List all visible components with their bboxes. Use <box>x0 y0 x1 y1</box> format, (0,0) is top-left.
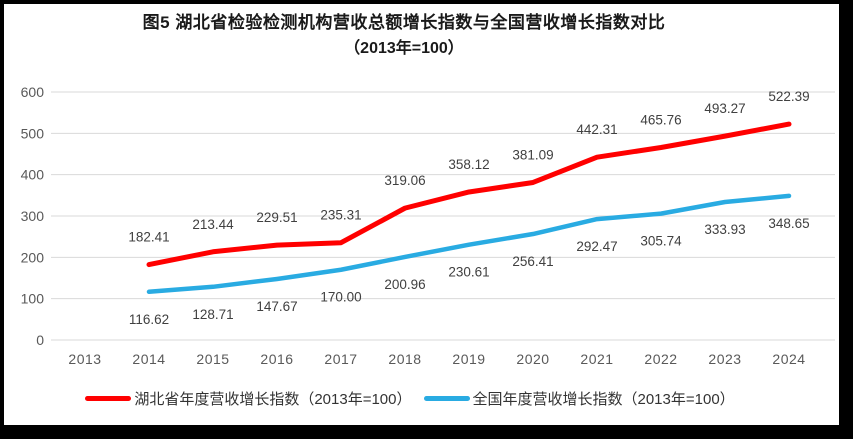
data-label-hubei: 442.31 <box>576 122 617 137</box>
chart-title-line2: （2013年=100） <box>344 40 464 57</box>
x-axis-tick-label: 2022 <box>644 351 677 367</box>
chart-title: 图5 湖北省检验检测机构营收总额增长指数与全国营收增长指数对比 （2013年=1… <box>4 10 804 62</box>
data-label-national: 128.71 <box>192 307 233 322</box>
data-label-hubei: 358.12 <box>448 157 489 172</box>
data-label-hubei: 465.76 <box>640 112 681 127</box>
data-label-national: 292.47 <box>576 239 617 254</box>
data-label-hubei: 319.06 <box>384 173 425 188</box>
data-label-national: 230.61 <box>448 265 489 280</box>
x-axis-tick-label: 2018 <box>388 351 421 367</box>
legend-item-hubei: 湖北省年度营收增长指数（2013年=100） <box>85 388 412 409</box>
x-axis-tick-label: 2015 <box>196 351 229 367</box>
x-axis-tick-label: 2020 <box>516 351 549 367</box>
data-label-national: 170.00 <box>320 290 361 305</box>
y-axis-tick-label: 200 <box>21 249 45 265</box>
x-axis-tick-label: 2024 <box>772 351 805 367</box>
chart-legend: 湖北省年度营收增长指数（2013年=100） 全国年度营收增长指数（2013年=… <box>4 388 816 409</box>
legend-item-national: 全国年度营收增长指数（2013年=100） <box>423 388 735 409</box>
chart-title-line1: 图5 湖北省检验检测机构营收总额增长指数与全国营收增长指数对比 <box>142 13 666 32</box>
x-axis-tick-label: 2021 <box>580 351 613 367</box>
y-axis-tick-label: 600 <box>21 84 45 100</box>
line-chart-plot: 0 100 200 300 400 500 600 2013 2014 2015 2016 2017 2… <box>21 84 835 367</box>
data-label-hubei: 522.39 <box>768 89 809 104</box>
data-label-hubei: 229.51 <box>256 210 297 225</box>
data-label-hubei: 381.09 <box>512 147 553 162</box>
x-axis-tick-label: 2023 <box>708 351 741 367</box>
x-axis-tick-label: 2019 <box>452 351 485 367</box>
data-label-hubei: 493.27 <box>704 101 745 116</box>
legend-label-national: 全国年度营收增长指数（2013年=100） <box>472 391 735 408</box>
legend-label-hubei: 湖北省年度营收增长指数（2013年=100） <box>134 391 412 408</box>
x-axis-tick-label: 2016 <box>260 351 293 367</box>
data-label-hubei: 182.41 <box>128 230 169 245</box>
data-label-national: 200.96 <box>384 277 425 292</box>
y-axis-tick-label: 500 <box>21 125 45 141</box>
y-axis-tick-label: 400 <box>21 167 45 183</box>
legend-line-swatch-national <box>423 396 470 401</box>
series-line-national <box>146 193 792 295</box>
data-label-national: 116.62 <box>129 312 169 327</box>
x-axis-tick-label: 2017 <box>324 351 357 367</box>
data-label-national: 333.93 <box>704 222 745 237</box>
legend-line-swatch-hubei <box>85 396 132 401</box>
x-axis-tick-label: 2013 <box>68 351 101 367</box>
data-label-national: 147.67 <box>256 299 297 314</box>
y-axis-tick-label: 100 <box>21 291 45 307</box>
y-axis-tick-label: 300 <box>21 208 45 224</box>
series-line-hubei <box>146 121 792 268</box>
data-label-hubei: 213.44 <box>192 217 234 232</box>
data-label-national: 305.74 <box>640 234 682 249</box>
data-label-national: 256.41 <box>512 254 553 269</box>
data-label-national: 348.65 <box>768 216 809 231</box>
data-label-hubei: 235.31 <box>320 208 361 223</box>
y-axis-tick-label: 0 <box>36 332 44 348</box>
x-axis-tick-label: 2014 <box>132 351 165 367</box>
